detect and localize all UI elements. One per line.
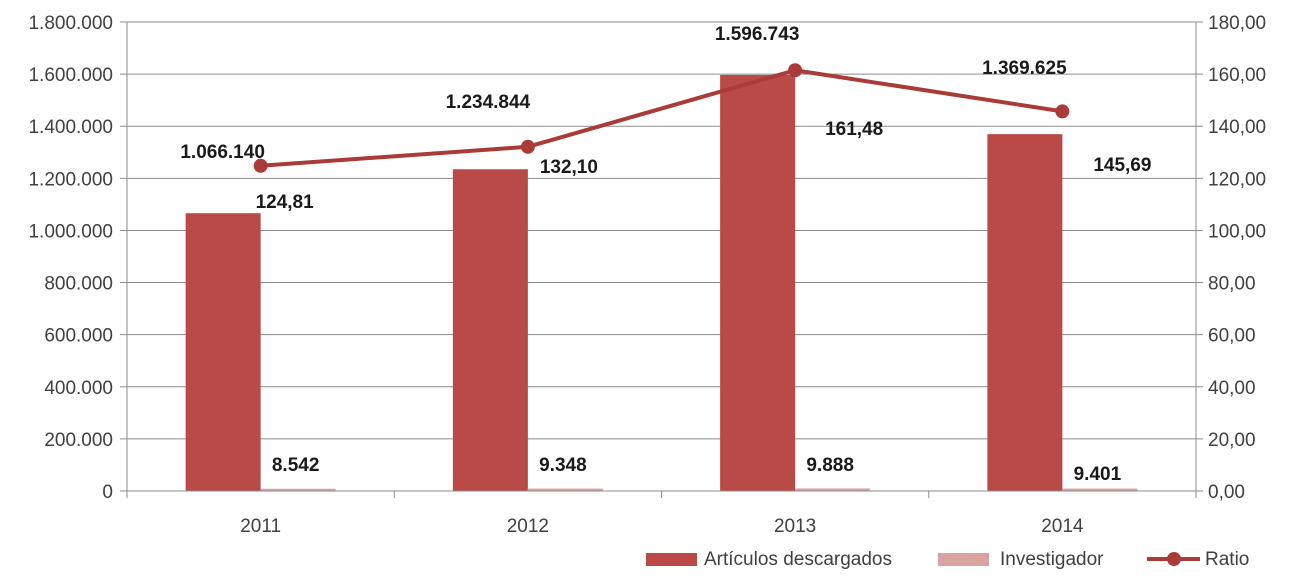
data-label-ratio: 124,81 — [256, 192, 315, 213]
ratio-line — [253, 63, 1070, 173]
bar-articulos[interactable] — [185, 213, 261, 491]
legend-label-articulos: Artículos descargados — [704, 549, 892, 570]
x-axis-tick-label: 2014 — [1041, 516, 1084, 537]
legend-label-ratio: Ratio — [1205, 549, 1249, 570]
left-axis-tick-label: 200.000 — [44, 430, 113, 451]
right-axis-tick-label: 160,00 — [1208, 65, 1266, 86]
gridlines — [127, 21, 1196, 440]
ratio-point[interactable] — [788, 63, 803, 78]
bar-investigador[interactable] — [527, 488, 603, 491]
right-axis-tick-label: 100,00 — [1208, 221, 1266, 242]
right-axis-tick-label: 180,00 — [1208, 13, 1266, 34]
legend-label-investigador: Investigador — [1000, 549, 1104, 570]
x-axis-tick-label: 2013 — [774, 516, 816, 537]
left-axis-tick-label: 0 — [102, 482, 113, 503]
left-axis-tick-label: 1.200.000 — [28, 169, 113, 190]
right-axis-tick-label: 0,00 — [1208, 482, 1245, 503]
left-axis-tick-label: 1.000.000 — [28, 221, 113, 242]
data-label-investigador: 9.401 — [1074, 464, 1122, 485]
right-axis-tick-label: 60,00 — [1208, 326, 1256, 347]
left-axis-tick-label: 1.800.000 — [28, 13, 113, 34]
legend-swatch-articulos — [646, 553, 697, 566]
bar-investigador[interactable] — [1062, 488, 1138, 491]
right-axis-tick-label: 80,00 — [1208, 274, 1256, 295]
data-label-investigador: 9.348 — [539, 455, 587, 476]
ratio-series-line — [260, 68, 1063, 168]
legend[interactable]: Artículos descargados Investigador Ratio — [646, 549, 1249, 570]
right-axis-tick-label: 20,00 — [1208, 430, 1256, 451]
bar-articulos[interactable] — [987, 134, 1063, 491]
bar-articulos[interactable] — [452, 169, 528, 492]
bar-investigador[interactable] — [260, 488, 336, 491]
left-axis-tick-label: 1.400.000 — [28, 117, 113, 138]
legend-swatch-investigador — [938, 553, 989, 566]
ratio-point[interactable] — [253, 158, 268, 173]
data-label-articulos: 1.066.140 — [180, 142, 265, 163]
left-axis-tick-label: 1.600.000 — [28, 65, 113, 86]
data-label-ratio: 145,69 — [1093, 155, 1151, 176]
data-label-investigador: 9.888 — [806, 455, 854, 476]
left-axis-tick-label: 400.000 — [44, 378, 113, 399]
data-label-articulos: 1.596.743 — [715, 24, 800, 45]
right-axis-tick-label: 120,00 — [1208, 169, 1266, 190]
x-axis-tick-label: 2011 — [240, 516, 281, 537]
left-axis-tick-label: 800.000 — [44, 274, 113, 295]
ratio-point[interactable] — [520, 139, 535, 154]
data-label-ratio: 161,48 — [825, 119, 883, 140]
right-axis-tick-label: 140,00 — [1208, 117, 1266, 138]
data-label-ratio: 132,10 — [540, 157, 598, 178]
bar-investigador[interactable] — [795, 488, 871, 491]
data-label-investigador: 8.542 — [272, 455, 320, 476]
axes: 0 200.000 400.000 600.000 800.000 1.000.000 1.… — [28, 13, 1266, 537]
x-axis-tick-label: 2012 — [507, 516, 549, 537]
data-label-articulos: 1.369.625 — [982, 58, 1067, 79]
bar-articulos[interactable] — [720, 74, 796, 491]
data-label-articulos: 1.234.844 — [446, 92, 531, 113]
data-labels: 1.066.140 8.542 1.234.844 9.348 1.596.743 9.8… — [180, 24, 1151, 485]
left-axis-tick-label: 600.000 — [44, 326, 113, 347]
right-axis-tick-label: 40,00 — [1208, 378, 1256, 399]
legend-swatch-ratio-marker — [1167, 552, 1181, 566]
bars — [185, 74, 1138, 492]
ratio-point[interactable] — [1055, 104, 1070, 119]
